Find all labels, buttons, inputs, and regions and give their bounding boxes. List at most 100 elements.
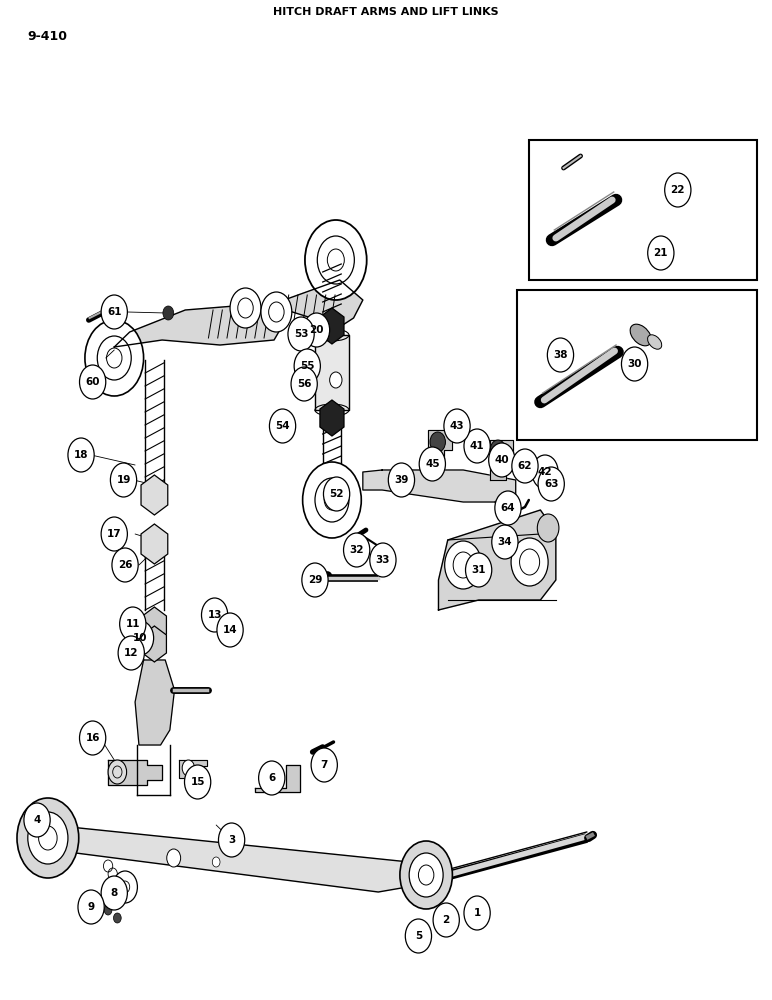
Text: 7: 7 bbox=[320, 760, 328, 770]
Circle shape bbox=[511, 538, 548, 586]
Circle shape bbox=[101, 876, 127, 910]
Circle shape bbox=[108, 760, 127, 784]
Circle shape bbox=[444, 409, 470, 443]
Circle shape bbox=[28, 812, 68, 864]
Text: 8: 8 bbox=[110, 888, 118, 898]
Text: 11: 11 bbox=[126, 619, 140, 629]
Circle shape bbox=[68, 438, 94, 472]
Text: 43: 43 bbox=[450, 421, 464, 431]
Circle shape bbox=[464, 896, 490, 930]
Circle shape bbox=[330, 372, 342, 388]
Circle shape bbox=[24, 803, 50, 837]
Text: 34: 34 bbox=[498, 537, 512, 547]
Circle shape bbox=[288, 317, 314, 351]
Circle shape bbox=[291, 367, 317, 401]
Circle shape bbox=[269, 409, 296, 443]
Polygon shape bbox=[428, 430, 452, 470]
Circle shape bbox=[217, 613, 243, 647]
Text: 39: 39 bbox=[394, 475, 408, 485]
Circle shape bbox=[519, 462, 531, 478]
Text: 42: 42 bbox=[538, 467, 552, 477]
Text: 53: 53 bbox=[294, 329, 308, 339]
Circle shape bbox=[489, 443, 515, 477]
Text: 22: 22 bbox=[671, 185, 685, 195]
Circle shape bbox=[104, 905, 112, 915]
Text: 20: 20 bbox=[310, 325, 323, 335]
Circle shape bbox=[167, 849, 181, 867]
Circle shape bbox=[302, 563, 328, 597]
Circle shape bbox=[388, 463, 415, 497]
Circle shape bbox=[323, 477, 350, 511]
Polygon shape bbox=[255, 765, 300, 792]
Circle shape bbox=[80, 365, 106, 399]
Circle shape bbox=[218, 823, 245, 857]
Circle shape bbox=[400, 841, 452, 909]
Circle shape bbox=[113, 913, 121, 923]
Text: 18: 18 bbox=[74, 450, 88, 460]
Polygon shape bbox=[363, 470, 516, 502]
Polygon shape bbox=[438, 510, 556, 610]
Text: 38: 38 bbox=[554, 350, 567, 360]
Text: 21: 21 bbox=[654, 248, 668, 258]
Circle shape bbox=[547, 338, 574, 372]
Text: 3: 3 bbox=[228, 835, 235, 845]
Text: 31: 31 bbox=[472, 565, 486, 575]
Circle shape bbox=[294, 349, 320, 383]
Text: 40: 40 bbox=[495, 455, 509, 465]
Circle shape bbox=[101, 295, 127, 329]
Polygon shape bbox=[270, 280, 363, 332]
Circle shape bbox=[303, 313, 330, 347]
Circle shape bbox=[621, 347, 648, 381]
Text: HITCH DRAFT ARMS AND LIFT LINKS: HITCH DRAFT ARMS AND LIFT LINKS bbox=[273, 7, 499, 17]
Circle shape bbox=[344, 533, 370, 567]
Circle shape bbox=[433, 903, 459, 937]
Circle shape bbox=[261, 292, 292, 332]
Circle shape bbox=[201, 598, 228, 632]
Circle shape bbox=[80, 721, 106, 755]
Circle shape bbox=[120, 607, 146, 641]
Polygon shape bbox=[37, 825, 436, 892]
Circle shape bbox=[182, 760, 195, 776]
Text: 9: 9 bbox=[87, 902, 95, 912]
Ellipse shape bbox=[648, 335, 662, 349]
Circle shape bbox=[536, 468, 548, 484]
Circle shape bbox=[370, 543, 396, 577]
Circle shape bbox=[311, 748, 337, 782]
Text: 45: 45 bbox=[425, 459, 439, 469]
Circle shape bbox=[259, 761, 285, 795]
Text: 60: 60 bbox=[86, 377, 100, 387]
Circle shape bbox=[78, 890, 104, 924]
Circle shape bbox=[110, 463, 137, 497]
Circle shape bbox=[409, 853, 443, 897]
Circle shape bbox=[464, 429, 490, 463]
Circle shape bbox=[492, 525, 518, 559]
Text: 33: 33 bbox=[376, 555, 390, 565]
Text: 62: 62 bbox=[518, 461, 532, 471]
Circle shape bbox=[305, 220, 367, 300]
Text: 63: 63 bbox=[544, 479, 558, 489]
Text: 2: 2 bbox=[442, 915, 450, 925]
Circle shape bbox=[127, 621, 154, 655]
Circle shape bbox=[112, 548, 138, 582]
Text: 29: 29 bbox=[308, 575, 322, 585]
Circle shape bbox=[466, 553, 492, 587]
Polygon shape bbox=[114, 305, 286, 347]
Text: 19: 19 bbox=[117, 475, 130, 485]
Text: 64: 64 bbox=[501, 503, 515, 513]
Text: 30: 30 bbox=[628, 359, 642, 369]
Text: 1: 1 bbox=[473, 908, 481, 918]
Circle shape bbox=[212, 857, 220, 867]
Circle shape bbox=[490, 440, 506, 460]
Circle shape bbox=[537, 514, 559, 542]
Text: 4: 4 bbox=[33, 815, 41, 825]
Polygon shape bbox=[490, 440, 513, 480]
Text: 16: 16 bbox=[86, 733, 100, 743]
Circle shape bbox=[648, 236, 674, 270]
Circle shape bbox=[93, 900, 100, 910]
Circle shape bbox=[101, 517, 127, 551]
Circle shape bbox=[495, 491, 521, 525]
Circle shape bbox=[430, 432, 445, 452]
Circle shape bbox=[419, 447, 445, 481]
Polygon shape bbox=[135, 660, 174, 745]
Text: 55: 55 bbox=[300, 361, 314, 371]
